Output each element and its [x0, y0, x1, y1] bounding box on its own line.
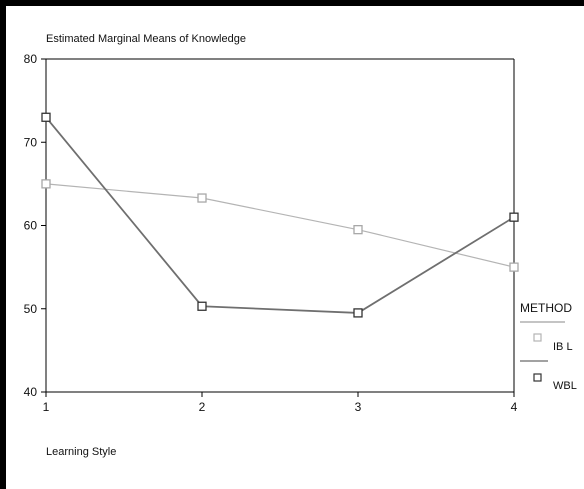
- legend-label-ibl: IB L: [553, 341, 573, 353]
- y-tick-label: 70: [24, 135, 38, 149]
- y-tick-label: 80: [24, 52, 38, 66]
- legend-marker-ibl: [533, 333, 542, 342]
- series-line-wbl: [45, 116, 515, 314]
- series-line-ibl: [45, 183, 515, 268]
- x-axis-label: Learning Style: [46, 446, 116, 458]
- y-tick-label: 40: [24, 385, 38, 399]
- data-point-wbl: [197, 301, 207, 311]
- y-tick-label: 60: [24, 219, 38, 233]
- x-tick-label: 4: [511, 400, 518, 414]
- data-point-wbl: [41, 112, 51, 122]
- y-ticks: 40 50 60 70 80: [24, 52, 46, 399]
- legend-marker-wbl: [533, 373, 542, 382]
- data-point-wbl: [509, 212, 519, 222]
- legend-title: METHOD: [520, 301, 572, 315]
- x-ticks: 1 2 3 4: [43, 392, 518, 414]
- data-point-ibl: [41, 179, 51, 189]
- x-tick-label: 3: [355, 400, 362, 414]
- legend: METHOD IB L WBL: [520, 301, 577, 392]
- x-tick-label: 2: [199, 400, 206, 414]
- data-point-ibl: [509, 262, 519, 272]
- data-point-ibl: [197, 193, 207, 203]
- y-tick-label: 50: [24, 302, 38, 316]
- series-layer: [41, 112, 519, 318]
- x-tick-label: 1: [43, 400, 50, 414]
- means-plot: Estimated Marginal Means of Knowledge 40…: [24, 33, 577, 458]
- data-point-wbl: [353, 308, 363, 318]
- legend-label-wbl: WBL: [553, 380, 577, 392]
- chart-title: Estimated Marginal Means of Knowledge: [46, 33, 246, 45]
- data-point-ibl: [353, 225, 363, 235]
